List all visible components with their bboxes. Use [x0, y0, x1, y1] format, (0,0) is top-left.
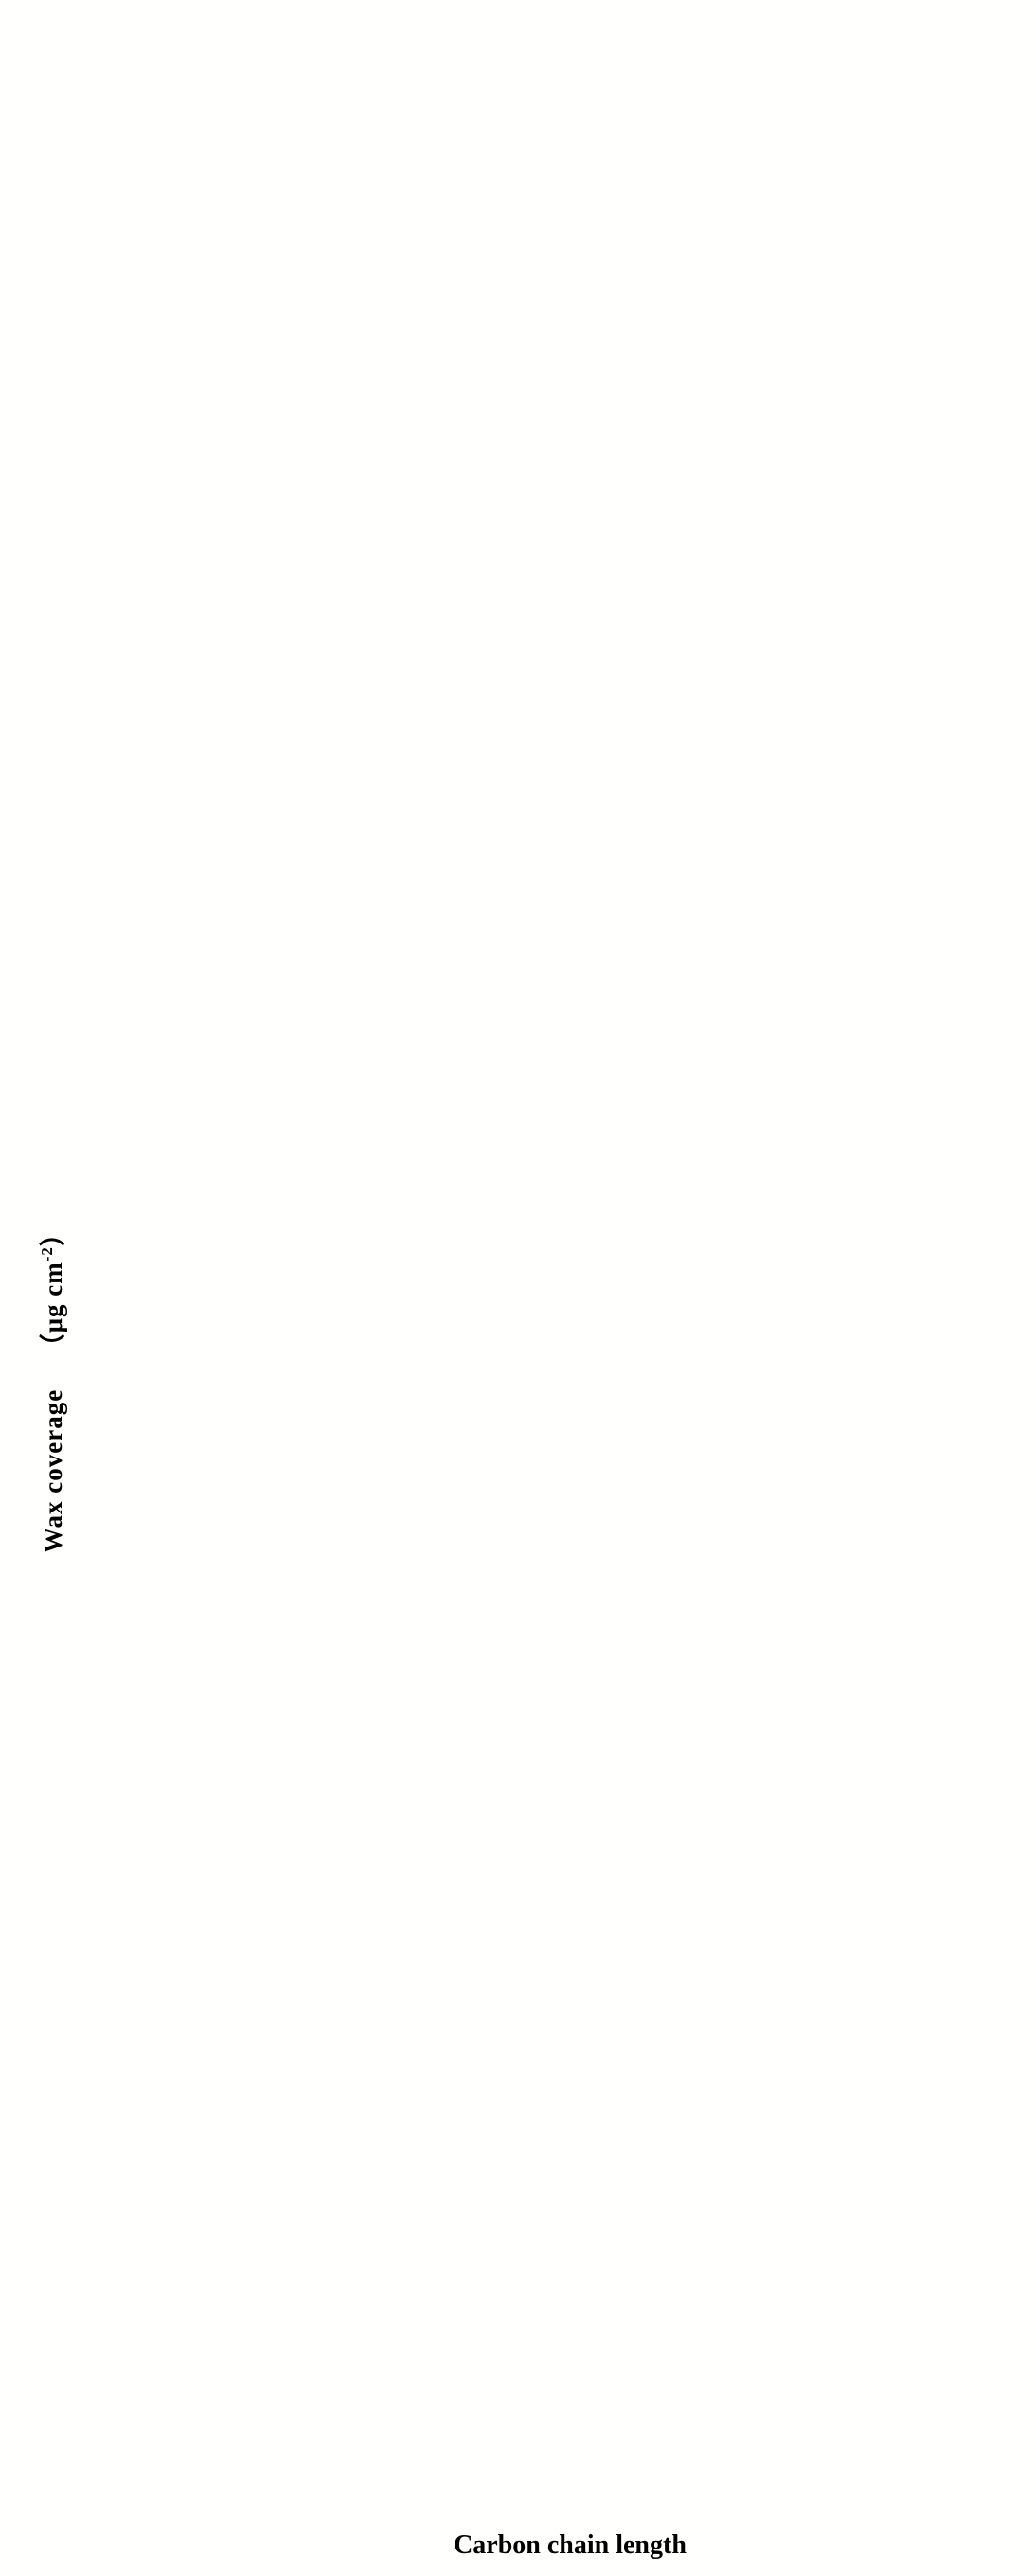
y-axis-units-open: （μg cm — [39, 1261, 67, 1360]
y-axis-title: Wax coverage （μg cm-2） — [32, 1220, 69, 1553]
y-axis-title-text: Wax coverage — [39, 1388, 67, 1553]
y-axis-units-close: ） — [39, 1220, 67, 1247]
x-axis-title: Carbon chain length — [454, 2531, 687, 2560]
y-axis-units-exponent: -2 — [38, 1246, 56, 1262]
